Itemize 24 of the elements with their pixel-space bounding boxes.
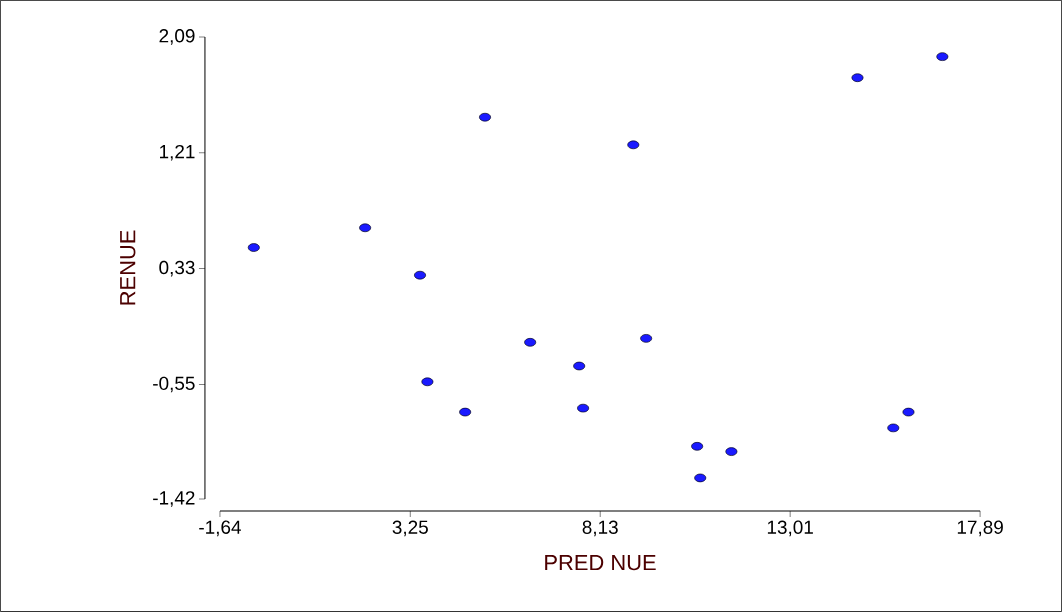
point	[627, 140, 640, 150]
point	[414, 270, 426, 280]
x-tick-label: 13,01	[767, 520, 813, 537]
point	[459, 407, 472, 417]
point	[902, 407, 915, 417]
x-axis-title: PRED NUE	[545, 555, 656, 571]
point	[887, 423, 900, 433]
point	[851, 73, 864, 83]
point	[577, 403, 590, 413]
x-tick-label: 17,89	[957, 520, 1003, 537]
y-tick-label: 1,21	[160, 144, 195, 161]
point	[694, 473, 707, 483]
y-tick-label: 0,33	[159, 260, 195, 277]
x-tick-label: -1,64	[199, 520, 241, 537]
point	[479, 112, 491, 122]
x-tick-label: 8,13	[582, 520, 618, 537]
x-tick-label: 3,25	[392, 520, 428, 537]
y-tick-label: -0,55	[153, 376, 195, 393]
y-tick-label: -1,42	[153, 491, 195, 507]
point	[421, 377, 434, 387]
point	[359, 223, 372, 233]
y-axis-title: RENUE	[120, 230, 136, 305]
point	[573, 361, 586, 371]
y-tick-label: 2,09	[159, 29, 195, 45]
